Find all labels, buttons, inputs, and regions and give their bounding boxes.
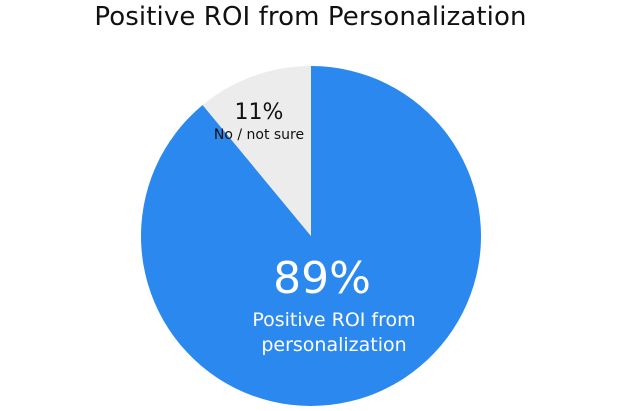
slice-positive-label-line-1: Positive ROI from [252, 309, 415, 331]
slice-no-percent-label: 11% [235, 100, 284, 125]
chart-title: Positive ROI from Personalization [94, 2, 527, 32]
slice-no-not-sure [202, 66, 311, 236]
slice-positive-roi [140, 66, 481, 406]
slice-no-label: No / not sure [214, 127, 304, 143]
slice-positive-label-line-2: personalization [261, 334, 406, 356]
slice-positive-percent-label: 89% [273, 253, 371, 304]
